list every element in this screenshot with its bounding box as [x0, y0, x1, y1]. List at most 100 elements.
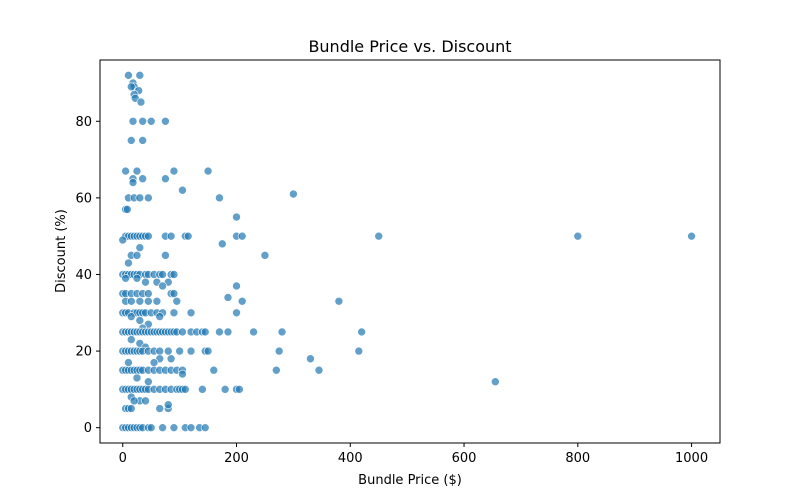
data-point: [163, 400, 173, 410]
plot-frame: [99, 59, 721, 444]
data-point: [126, 335, 136, 344]
data-point: [306, 354, 315, 364]
data-point: [223, 327, 233, 337]
data-point: [155, 404, 165, 413]
data-point: [155, 312, 165, 321]
x-axis-label: Bundle Price ($): [358, 473, 462, 488]
data-point: [161, 251, 170, 260]
data-point: [155, 346, 165, 356]
data-point: [573, 231, 583, 241]
data-point: [215, 327, 224, 337]
data-point: [135, 316, 145, 325]
data-point: [161, 174, 170, 184]
y-ticks: 0 20 40 60 80: [75, 115, 100, 436]
data-point: [203, 346, 213, 356]
data-point: [158, 423, 167, 432]
data-point: [166, 231, 176, 241]
data-point: [169, 289, 179, 298]
data-point: [144, 296, 153, 306]
data-point: [124, 71, 133, 80]
data-point: [169, 166, 179, 176]
data-point: [118, 235, 128, 245]
data-point: [152, 296, 162, 306]
data-point: [166, 354, 176, 364]
x-tick-label: 800: [565, 451, 590, 466]
data-point: [135, 71, 145, 80]
y-tick-label: 60: [75, 191, 92, 206]
data-point: [186, 346, 196, 356]
data-point: [169, 308, 179, 318]
x-tick-label: 200: [224, 451, 249, 466]
data-point: [126, 82, 136, 92]
data-point: [178, 185, 187, 195]
data-point: [126, 136, 136, 145]
data-point: [158, 270, 167, 279]
data-point: [121, 166, 130, 176]
data-point: [235, 385, 244, 394]
data-point: [232, 212, 241, 222]
chart-title: Bundle Price vs. Discount: [308, 37, 511, 56]
x-tick-label: 400: [338, 451, 363, 466]
data-point: [687, 231, 696, 241]
data-point: [124, 358, 133, 367]
data-point: [132, 274, 142, 283]
data-point: [260, 251, 270, 260]
data-point: [144, 289, 153, 298]
data-point: [172, 296, 182, 306]
data-point: [138, 116, 147, 126]
data-point: [223, 293, 233, 302]
data-point: [128, 116, 138, 126]
data-point: [215, 193, 224, 203]
data-point: [124, 258, 133, 268]
data-point: [146, 116, 156, 126]
data-point: [129, 396, 139, 406]
data-point: [200, 327, 210, 337]
data-point: [277, 327, 287, 337]
data-point: [126, 312, 136, 321]
data-point: [181, 385, 190, 394]
data-point: [289, 189, 298, 199]
data-point: [132, 373, 142, 383]
data-point: [314, 365, 324, 375]
data-point: [249, 327, 258, 337]
data-point: [144, 193, 153, 203]
data-point: [237, 231, 247, 241]
data-point: [178, 369, 187, 379]
y-axis-label: Discount (%): [54, 209, 69, 293]
data-point: [138, 174, 147, 184]
data-point: [126, 404, 136, 413]
y-tick-label: 20: [75, 345, 92, 360]
data-point: [374, 231, 384, 241]
data-point: [135, 193, 145, 203]
data-point: [232, 308, 241, 318]
data-point: [186, 423, 196, 432]
data-point: [123, 205, 132, 214]
data-point: [198, 385, 207, 394]
x-ticks: 0 200 400 600 800 1000: [119, 443, 708, 466]
data-point: [357, 327, 366, 337]
data-point: [209, 365, 219, 375]
data-point: [237, 296, 247, 306]
y-tick-label: 40: [75, 268, 92, 283]
data-point: [169, 423, 179, 432]
data-point: [158, 281, 167, 291]
data-point: [186, 308, 196, 318]
x-tick-label: 1000: [675, 451, 708, 466]
data-point: [183, 231, 193, 241]
data-point: [141, 277, 150, 287]
y-tick-label: 80: [75, 115, 92, 130]
data-point: [203, 166, 213, 176]
data-point: [141, 396, 150, 406]
data-point: [132, 251, 142, 260]
data-point: [163, 346, 173, 356]
data-point: [272, 365, 281, 375]
data-point: [121, 274, 130, 283]
data-point: [334, 296, 344, 306]
data-point: [144, 231, 153, 241]
data-point: [132, 166, 142, 176]
points-layer: [118, 71, 696, 432]
data-point: [128, 178, 138, 187]
data-point: [175, 346, 184, 356]
data-point: [232, 281, 241, 291]
